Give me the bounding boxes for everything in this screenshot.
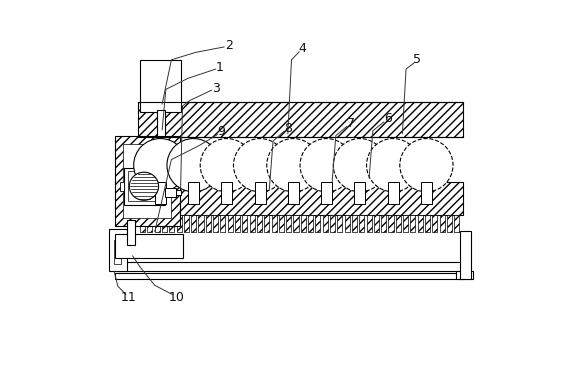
Bar [421, 182, 432, 204]
Text: 4: 4 [298, 42, 307, 55]
Bar [115, 262, 462, 270]
Bar [198, 215, 203, 232]
Bar [154, 215, 160, 232]
Bar [188, 182, 199, 204]
Circle shape [400, 138, 453, 192]
Bar [440, 215, 445, 232]
Text: 7: 7 [347, 117, 354, 130]
Bar [359, 215, 364, 232]
Bar [330, 215, 335, 232]
Bar [250, 215, 255, 232]
Bar [352, 215, 357, 232]
Bar [432, 215, 437, 232]
Bar [315, 215, 321, 232]
Bar [381, 215, 387, 232]
Bar [220, 215, 226, 232]
Bar [396, 215, 401, 232]
Bar [176, 190, 181, 195]
Text: 3: 3 [212, 82, 220, 95]
Bar [213, 215, 218, 232]
Circle shape [367, 138, 420, 192]
Bar [169, 215, 174, 232]
Bar [123, 144, 171, 218]
Bar [322, 215, 328, 232]
Bar [235, 215, 240, 232]
Bar [410, 215, 416, 232]
Bar [272, 215, 276, 232]
Bar [388, 215, 394, 232]
Bar [425, 215, 430, 232]
Text: 2: 2 [224, 39, 233, 52]
Text: 1: 1 [216, 61, 223, 74]
Bar [279, 215, 284, 232]
Bar [109, 229, 128, 271]
Bar [321, 182, 332, 204]
Bar [454, 215, 459, 232]
Ellipse shape [129, 172, 159, 200]
Bar [293, 215, 298, 232]
Bar [264, 215, 269, 232]
Bar [227, 215, 233, 232]
Bar [115, 273, 462, 279]
Text: 8: 8 [284, 122, 292, 135]
Bar [184, 215, 189, 232]
Bar [138, 182, 463, 215]
Bar [127, 220, 135, 244]
Bar [120, 182, 124, 191]
Bar [243, 215, 247, 232]
Circle shape [134, 138, 187, 192]
Bar [374, 215, 379, 232]
Bar [157, 111, 165, 136]
Bar [257, 215, 262, 232]
Circle shape [300, 138, 353, 192]
Bar [286, 215, 292, 232]
Bar [301, 215, 306, 232]
Bar [162, 215, 167, 232]
Bar [417, 215, 423, 232]
Bar [138, 102, 463, 137]
Bar [154, 182, 166, 204]
Bar [140, 215, 145, 232]
Bar [177, 215, 182, 232]
Bar [206, 215, 211, 232]
Text: 10: 10 [169, 290, 185, 303]
Bar [255, 182, 266, 204]
Bar [115, 136, 180, 226]
Bar [459, 232, 470, 279]
Circle shape [267, 138, 320, 192]
Bar [354, 182, 366, 204]
Bar [112, 236, 123, 267]
Bar [308, 215, 313, 232]
Text: 11: 11 [121, 290, 137, 303]
Bar [115, 234, 183, 257]
Bar [147, 215, 152, 232]
Circle shape [200, 138, 254, 192]
Bar [338, 215, 342, 232]
Bar [140, 60, 181, 112]
Bar [222, 182, 233, 204]
Bar [288, 182, 299, 204]
Bar [128, 171, 161, 201]
Bar [191, 215, 196, 232]
Bar [447, 215, 452, 232]
Bar [124, 168, 165, 205]
Circle shape [333, 138, 387, 192]
Bar [456, 270, 473, 279]
Bar [388, 182, 399, 204]
Text: 5: 5 [413, 53, 421, 66]
Bar [114, 240, 121, 264]
Text: 9: 9 [217, 125, 225, 138]
Bar [403, 215, 408, 232]
Text: 6: 6 [384, 112, 392, 125]
Bar [367, 215, 371, 232]
Bar [345, 215, 350, 232]
Bar [165, 188, 176, 197]
Circle shape [167, 138, 220, 192]
Circle shape [233, 138, 287, 192]
